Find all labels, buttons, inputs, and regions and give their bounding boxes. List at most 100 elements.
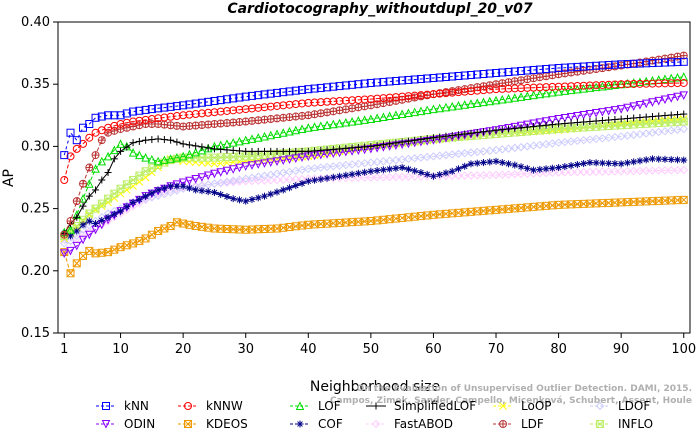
data-point xyxy=(335,161,344,170)
data-point xyxy=(629,79,638,88)
data-point xyxy=(253,133,263,142)
data-point xyxy=(604,81,613,90)
legend-item-kNN: kNN xyxy=(96,399,149,413)
data-point xyxy=(485,85,494,94)
data-point xyxy=(460,171,469,180)
data-point xyxy=(429,104,438,114)
data-point xyxy=(391,76,400,85)
data-point xyxy=(604,107,613,116)
data-point xyxy=(391,155,401,165)
data-point xyxy=(454,88,463,97)
chart-title: Cardiotocography_withoutdupl_20_v07 xyxy=(227,1,533,17)
data-point xyxy=(279,101,288,110)
data-point xyxy=(348,96,357,105)
data-point xyxy=(585,135,595,144)
data-point xyxy=(142,136,150,144)
x-tick-label: 1 xyxy=(60,342,68,357)
data-point xyxy=(548,139,557,148)
data-point xyxy=(673,92,682,102)
data-point xyxy=(354,116,363,125)
data-point xyxy=(435,73,444,82)
data-point xyxy=(492,126,500,134)
data-point xyxy=(523,164,531,172)
data-point xyxy=(279,147,287,155)
data-point xyxy=(210,96,219,105)
y-tick-label: 0.15 xyxy=(21,326,50,341)
legend-item-LOF: LOF xyxy=(290,399,341,413)
data-point xyxy=(391,93,400,102)
data-point xyxy=(535,73,544,82)
data-point xyxy=(128,148,138,157)
data-point xyxy=(198,143,206,151)
legend-label: LDF xyxy=(521,417,544,431)
data-point xyxy=(541,117,551,126)
data-point xyxy=(341,96,350,105)
data-point xyxy=(85,163,94,172)
data-point xyxy=(278,128,288,137)
data-point xyxy=(373,78,382,87)
data-point xyxy=(679,72,689,81)
data-point xyxy=(673,72,682,82)
data-point xyxy=(179,140,187,148)
data-point xyxy=(291,100,300,109)
data-point xyxy=(441,89,450,98)
data-point xyxy=(348,80,357,89)
data-point xyxy=(310,98,319,107)
data-point xyxy=(498,68,507,77)
data-point xyxy=(179,182,187,190)
data-point xyxy=(72,259,81,268)
data-point xyxy=(616,132,626,141)
data-point xyxy=(548,71,557,80)
data-point xyxy=(660,127,670,136)
data-point xyxy=(84,179,94,188)
plot-area xyxy=(59,51,689,278)
data-point xyxy=(285,155,294,164)
data-point xyxy=(97,199,106,208)
data-point xyxy=(617,60,626,69)
data-point xyxy=(560,168,570,177)
y-axis: 0.15 0.20 0.25 0.30 0.35 0.40 xyxy=(21,15,58,341)
data-point xyxy=(579,62,588,71)
data-point xyxy=(454,165,462,173)
data-point xyxy=(123,143,131,151)
data-point xyxy=(536,165,544,173)
data-point xyxy=(323,83,332,92)
data-point xyxy=(523,83,532,92)
data-point xyxy=(135,150,144,160)
data-point xyxy=(360,158,369,168)
data-point xyxy=(629,166,638,176)
data-point xyxy=(135,106,144,115)
data-point xyxy=(248,195,256,203)
data-point xyxy=(60,151,69,160)
data-point xyxy=(661,112,669,120)
data-point xyxy=(222,166,232,176)
data-point xyxy=(660,58,669,67)
data-point xyxy=(223,193,231,201)
data-point xyxy=(197,145,207,155)
data-point xyxy=(560,82,569,91)
data-point xyxy=(510,67,519,76)
data-point xyxy=(404,165,412,173)
data-point xyxy=(241,162,251,171)
data-point xyxy=(404,92,413,101)
data-point xyxy=(654,127,663,137)
data-point xyxy=(78,235,88,245)
data-point xyxy=(104,213,112,221)
data-point xyxy=(610,60,619,69)
legend-marker xyxy=(499,402,507,410)
legend-label: COF xyxy=(318,417,343,431)
data-point xyxy=(504,84,513,93)
data-point xyxy=(235,163,244,173)
data-point xyxy=(297,124,307,133)
data-point xyxy=(673,111,681,119)
data-point xyxy=(191,99,200,108)
data-point xyxy=(66,217,75,226)
data-point xyxy=(147,115,156,124)
data-point xyxy=(536,122,544,130)
data-point xyxy=(410,75,419,84)
data-point xyxy=(385,172,394,182)
data-point xyxy=(92,186,100,194)
data-point xyxy=(604,167,613,176)
data-point xyxy=(516,92,526,101)
data-point xyxy=(504,123,513,133)
